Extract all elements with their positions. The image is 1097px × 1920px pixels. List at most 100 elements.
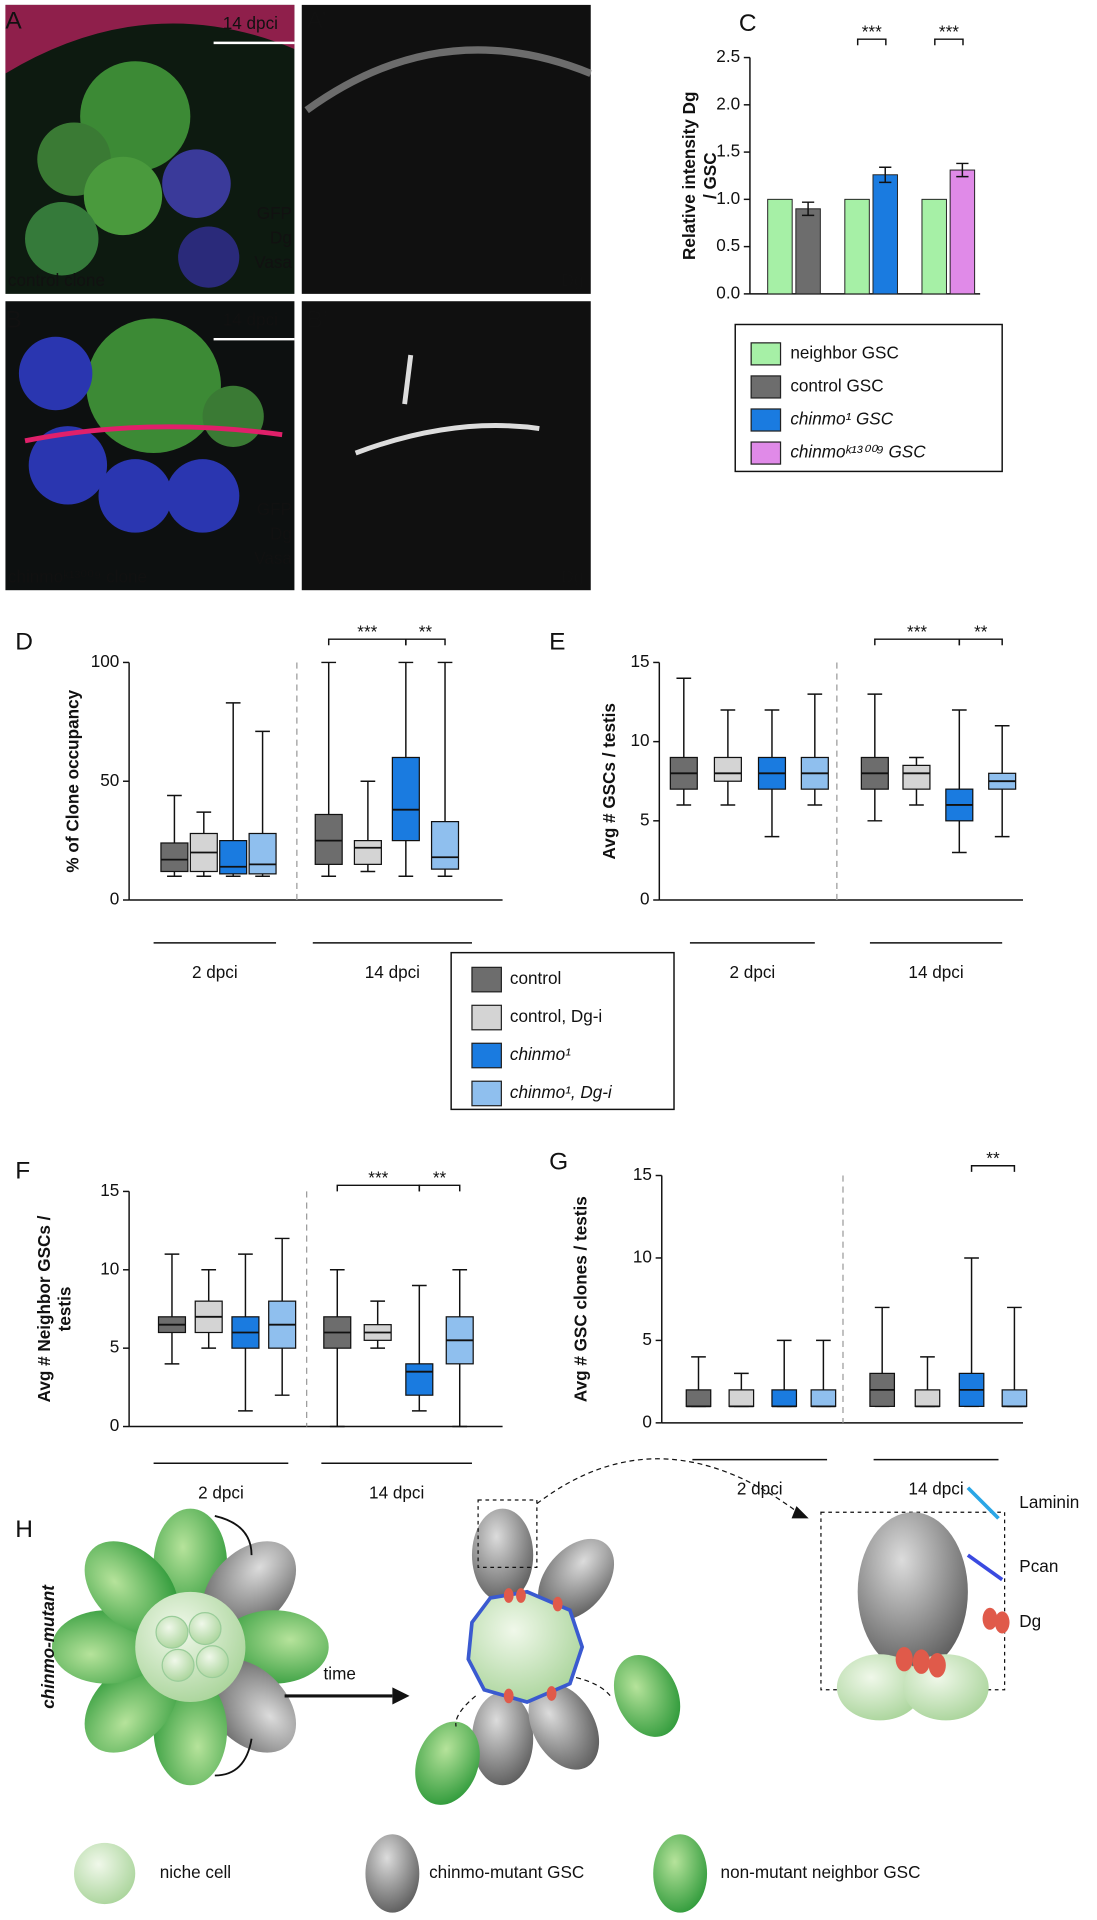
legend-label: niche cell — [160, 1862, 231, 1882]
box — [391, 756, 420, 842]
y-tick-label: 0 — [110, 1415, 120, 1435]
legend-box — [734, 323, 1003, 473]
significance-label: ** — [974, 622, 988, 642]
significance-label: *** — [907, 622, 927, 642]
y-tick-label: 10 — [633, 1246, 652, 1266]
panel-label: F — [15, 1157, 30, 1184]
x-group-label: 2 dpci — [198, 1482, 244, 1502]
legend-label: control — [510, 968, 561, 988]
y-tick-label: 10 — [630, 730, 649, 750]
y-tick-label: 15 — [633, 1164, 652, 1184]
box — [314, 813, 343, 865]
y-tick-label: 0.5 — [716, 235, 740, 255]
image-caption: chinmoᵏ¹³⁰⁰⁹ clone — [8, 566, 147, 586]
panel-label: A — [5, 8, 22, 35]
legend-box — [450, 951, 675, 1111]
y-axis-label: testis — [55, 1287, 75, 1332]
significance-label: *** — [939, 22, 959, 42]
y-axis-label: Avg # Neighbor GSCs / — [34, 1215, 54, 1402]
channel-label: Dg — [270, 524, 292, 544]
significance-bracket — [405, 638, 446, 646]
whisker — [951, 709, 967, 854]
y-axis-label: Avg # GSC clones / testis — [571, 1196, 591, 1402]
legend-swatch — [471, 966, 502, 993]
image-caption: control clone — [8, 270, 105, 290]
box — [248, 832, 277, 875]
legend-swatch — [750, 441, 782, 465]
panel-label: G — [549, 1149, 568, 1176]
y-tick-label: 5 — [642, 1329, 652, 1349]
significance-label: *** — [368, 1168, 388, 1188]
micrograph-signal — [304, 46, 593, 114]
component-label: Pcan — [1019, 1556, 1058, 1576]
channel-label: GFP — [257, 203, 292, 223]
box — [405, 1363, 434, 1396]
significance-bracket — [934, 38, 964, 46]
box — [685, 1389, 712, 1407]
channel-label: Dg — [270, 227, 292, 247]
significance-label: *** — [862, 22, 882, 42]
x-group-label: 14 dpci — [908, 962, 963, 982]
legend-swatch — [471, 1080, 502, 1107]
y-tick-label: 0 — [642, 1411, 652, 1431]
legend-swatch — [471, 1004, 502, 1031]
y-tick-label: 2.5 — [716, 46, 740, 66]
channel-label: GFP — [257, 499, 292, 519]
box — [771, 1389, 798, 1407]
whisker — [164, 1253, 180, 1365]
y-tick-label: 0 — [640, 889, 650, 909]
channel-label: Vasa — [254, 252, 292, 272]
x-group-label: 2 dpci — [192, 962, 238, 982]
panel-label: E — [549, 628, 565, 655]
y-axis-label: / GSC — [700, 152, 720, 199]
box — [902, 764, 931, 790]
significance-label: ** — [433, 1168, 447, 1188]
error-bar — [879, 166, 892, 184]
box — [728, 1389, 755, 1407]
panel-label: A’ — [307, 8, 327, 35]
significance-bracket — [970, 1164, 1016, 1172]
component-label: Dg — [1019, 1611, 1041, 1631]
y-axis-label: % of Clone occupancy — [63, 689, 83, 872]
bar — [921, 198, 947, 295]
bar — [844, 198, 870, 295]
legend-label: non-mutant neighbor GSC — [721, 1862, 921, 1882]
bar — [949, 169, 976, 295]
legend-swatch — [750, 375, 782, 399]
significance-label: *** — [357, 622, 377, 642]
legend-label: chinmo¹, Dg-i — [510, 1082, 613, 1102]
panel-label: D — [15, 628, 33, 655]
x-group-label: 14 dpci — [365, 962, 420, 982]
bar — [767, 198, 793, 295]
error-bar — [801, 201, 815, 217]
scale-label: 14 dpci — [223, 309, 278, 329]
panel-label: B’ — [307, 306, 329, 333]
significance-bracket — [958, 638, 1003, 646]
legend-label: chinmo¹ — [510, 1044, 571, 1064]
diagram-arrow-label: time — [324, 1664, 356, 1684]
box — [353, 840, 382, 865]
y-tick-label: 0 — [110, 889, 120, 909]
panel-label: C — [739, 10, 757, 37]
box — [219, 840, 248, 875]
y-tick-label: 5 — [110, 1337, 120, 1357]
legend-label: chinmo-mutant GSC — [429, 1862, 584, 1882]
legend-swatch — [750, 342, 782, 366]
bar — [872, 174, 898, 295]
y-axis-label: Avg # GSCs / testis — [599, 703, 619, 859]
y-tick-label: 1.0 — [716, 188, 740, 208]
box — [914, 1389, 941, 1407]
image-caption: Dg — [561, 566, 583, 586]
y-tick-label: 15 — [630, 651, 649, 671]
y-axis-label: Relative intensity Dg — [679, 91, 699, 259]
legend-label: control, Dg-i — [510, 1006, 602, 1026]
y-tick-label: 1.5 — [716, 141, 740, 161]
x-group-label: 2 dpci — [730, 962, 776, 982]
component-label: Laminin — [1019, 1492, 1079, 1512]
significance-label: ** — [986, 1148, 1000, 1168]
y-tick-label: 5 — [640, 809, 650, 829]
y-tick-label: 2.0 — [716, 93, 740, 113]
x-group-label: 14 dpci — [908, 1479, 963, 1499]
